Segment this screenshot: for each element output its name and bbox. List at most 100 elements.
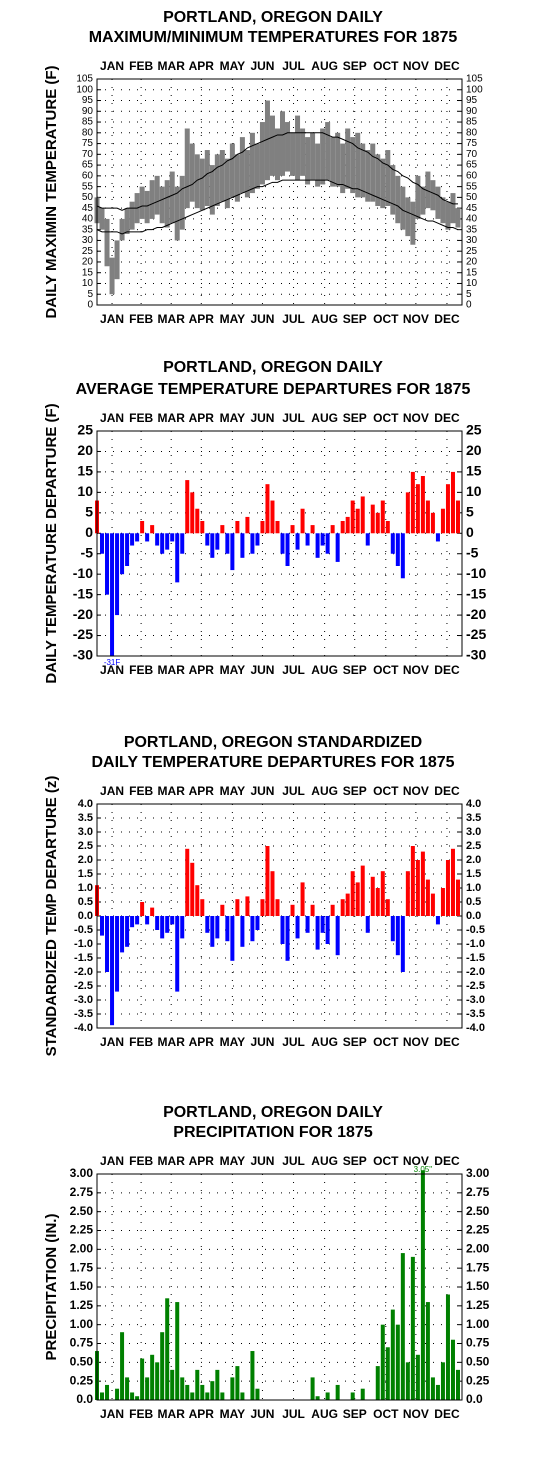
month-label-top: MAY: [220, 411, 246, 425]
bar: [180, 1377, 185, 1400]
temperature-range: [280, 111, 286, 176]
temperature-range: [214, 154, 220, 206]
month-label-top: SEP: [343, 411, 367, 425]
bar: [220, 904, 225, 916]
temperature-range: [340, 143, 346, 194]
temperature-range: [335, 132, 341, 187]
month-label-top: AUG: [311, 784, 338, 798]
bar: [435, 1384, 440, 1400]
bar: [230, 916, 235, 961]
bar: [190, 1392, 195, 1400]
bar: [225, 916, 230, 942]
bar: [320, 533, 325, 546]
bar: [335, 533, 340, 562]
bar: [315, 1396, 320, 1400]
bar: [195, 1369, 200, 1400]
bar: [125, 533, 130, 566]
y-tick-label: 20: [82, 257, 94, 268]
bar: [320, 916, 325, 933]
bar: [415, 484, 420, 534]
y-tick-label-right: 4.0: [466, 798, 481, 810]
bar: [175, 1302, 180, 1400]
month-label-top: OCT: [373, 59, 399, 73]
month-label-bottom: APR: [189, 1407, 215, 1421]
y-tick-label: 20: [77, 442, 93, 458]
month-label-top: JAN: [100, 784, 124, 798]
bar: [350, 500, 355, 534]
bar: [105, 1384, 110, 1400]
y-tick-label-right: -10: [466, 565, 486, 581]
bar: [175, 533, 180, 583]
temperature-range: [119, 218, 125, 241]
bar: [315, 533, 320, 558]
plot-frame: [96, 803, 463, 1029]
bar: [395, 533, 400, 566]
bar: [235, 1366, 240, 1400]
bar: [255, 533, 260, 546]
bar: [430, 512, 435, 534]
temperature-range: [360, 143, 366, 198]
bar: [375, 888, 380, 916]
y-tick-label-right: 95: [466, 95, 478, 106]
month-label-bottom: OCT: [373, 1035, 399, 1049]
month-label-bottom: SEP: [343, 1035, 367, 1049]
bar: [450, 848, 455, 916]
bar: [280, 533, 285, 554]
month-label-top: NOV: [403, 784, 429, 798]
bar: [240, 916, 245, 947]
y-tick-label-right: 5: [466, 504, 474, 520]
y-tick-label: 105: [76, 74, 93, 85]
month-label-top: JUN: [250, 411, 274, 425]
bar: [420, 1170, 425, 1400]
bar: [185, 1384, 190, 1400]
bar: [300, 882, 305, 916]
bar: [335, 1384, 340, 1400]
y-tick-label: 0.0: [76, 1392, 93, 1406]
temperature-range: [104, 218, 110, 267]
bar: [275, 899, 280, 916]
temperature-range: [395, 175, 401, 224]
bar: [110, 916, 115, 1026]
bar: [240, 533, 245, 558]
month-label-bottom: MAY: [220, 1035, 246, 1049]
bar: [270, 500, 275, 534]
y-tick-label-right: 0.25: [466, 1373, 490, 1387]
temperature-range: [365, 150, 371, 202]
temperature-range: [219, 150, 225, 202]
bar: [385, 521, 390, 534]
temperature-range: [345, 128, 351, 189]
y-tick-label: 50: [82, 192, 94, 203]
bar: [260, 521, 265, 534]
y-tick-label-right: 1.00: [466, 1317, 490, 1331]
bar: [190, 862, 195, 916]
month-label-bottom: FEB: [129, 312, 153, 326]
y-tick-label-right: 2.00: [466, 1242, 490, 1256]
chart-title: MAXIMUM/MINIMUM TEMPERATURES FOR 1875: [89, 29, 458, 46]
y-tick-label-right: -3.5: [466, 1008, 485, 1020]
y-tick-label-right: 0.75: [466, 1336, 490, 1350]
temperature-range: [290, 132, 296, 176]
bar: [120, 1332, 125, 1400]
temperature-range: [244, 150, 250, 198]
y-tick-label-right: -5: [466, 544, 479, 560]
bar: [365, 916, 370, 933]
bar: [195, 885, 200, 916]
month-label-top: AUG: [311, 59, 338, 73]
bar: [230, 533, 235, 571]
temperature-range: [254, 143, 260, 189]
bar: [265, 484, 270, 534]
month-label-bottom: JAN: [100, 312, 124, 326]
month-label-top: OCT: [373, 1154, 399, 1168]
bar: [170, 1369, 175, 1400]
month-label-top: JAN: [100, 411, 124, 425]
bar: [295, 533, 300, 550]
bar: [400, 916, 405, 972]
month-label-bottom: MAY: [220, 312, 246, 326]
bar: [115, 1388, 120, 1400]
y-tick-label-right: 0.50: [466, 1355, 490, 1369]
y-tick-label: -3.5: [74, 1008, 93, 1020]
bar: [455, 879, 460, 916]
y-tick-label-right: -1.5: [466, 952, 485, 964]
temperature-range: [380, 158, 386, 209]
bar: [360, 496, 365, 534]
